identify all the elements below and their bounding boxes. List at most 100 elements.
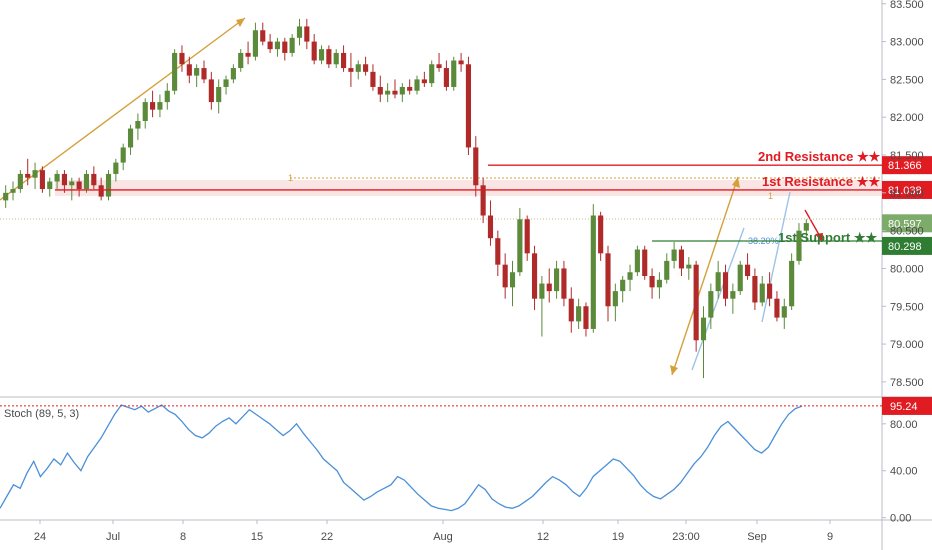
candle (370, 64, 376, 91)
candle (509, 260, 516, 307)
candle (737, 260, 743, 295)
last-price-tag[interactable] (882, 214, 932, 233)
price-axis[interactable]: 83.500 83.000 82.500 82.000 81.500 81.000 80.5… (882, 0, 924, 389)
price-tick-label: 82.000 (890, 112, 924, 124)
candle (473, 136, 479, 197)
candle (407, 79, 413, 95)
candle-layer (3, 18, 809, 379)
candle (664, 253, 670, 284)
candle (150, 90, 156, 118)
candle (465, 56, 472, 156)
candle (568, 287, 574, 333)
candle (708, 283, 714, 329)
level-price-tag[interactable] (882, 156, 932, 175)
candle (781, 298, 787, 329)
time-tick-label: 19 (612, 531, 624, 543)
candle (69, 177, 75, 201)
candle (789, 253, 795, 311)
candle (539, 276, 545, 337)
stoch-axis[interactable]: 80.00 40.00 0.00 (882, 419, 918, 525)
fib-leg-1 (691, 227, 745, 371)
time-tick-label: 8 (180, 531, 186, 543)
candle (76, 177, 82, 197)
price-tick-label: 81.000 (890, 188, 924, 200)
candle (17, 170, 23, 193)
stoch-last-tag[interactable] (882, 396, 932, 415)
candle (693, 260, 699, 352)
candle (135, 113, 141, 140)
candle (656, 272, 662, 299)
time-tick-label: 24 (34, 531, 46, 543)
candle (216, 79, 222, 114)
level-price-tag[interactable] (882, 180, 932, 199)
time-axis[interactable]: 24 Jul 8 15 22 Aug 12 19 23:00 Sep 9 (34, 520, 833, 543)
candle (10, 181, 16, 201)
candle (642, 245, 648, 280)
candle (252, 22, 258, 61)
candle (524, 215, 530, 261)
candle (561, 260, 567, 307)
stoch-tick-label: 0.00 (890, 513, 911, 525)
time-tick-label: 23:00 (672, 531, 700, 543)
price-tick-label: 78.500 (890, 377, 924, 389)
candle (700, 306, 707, 379)
candle (583, 302, 589, 337)
candle (458, 52, 464, 72)
candle (546, 268, 552, 303)
candle (722, 264, 729, 307)
level-name: 1st Support ★★ (778, 230, 877, 245)
candle (744, 253, 751, 280)
time-tick-label: 12 (537, 531, 549, 543)
price-tick-label: 83.000 (890, 37, 924, 49)
level-support: 1st Support ★★ 80.298 (778, 230, 932, 255)
candle (157, 94, 163, 118)
fib-marker-right: 1 (768, 191, 773, 201)
candle (194, 64, 200, 87)
candle (25, 158, 31, 186)
candle (612, 283, 618, 322)
level-price-tag-text: 81.038 (888, 185, 922, 197)
stoch-label: Stoch (89, 5, 3) (4, 408, 79, 420)
candle (245, 41, 251, 65)
candle (230, 64, 236, 84)
price-tick-label: 83.500 (890, 0, 924, 11)
stoch-last-tag-text: 95.24 (890, 401, 918, 413)
candle (311, 34, 317, 65)
last-price-tag-text: 80.597 (888, 218, 922, 230)
candle (260, 22, 266, 46)
candle (480, 177, 486, 224)
level-price-tag[interactable] (882, 236, 932, 255)
candle (414, 75, 420, 95)
candle (392, 79, 398, 99)
level-name: 2nd Resistance ★★ (758, 149, 881, 164)
time-tick-label: Jul (106, 531, 120, 543)
candle (83, 170, 90, 193)
trend-arrow-up-1 (0, 17, 246, 201)
candle (201, 60, 207, 84)
candle (142, 98, 148, 129)
candle (54, 170, 60, 190)
price-tick-label: 82.500 (890, 74, 924, 86)
candle (289, 34, 295, 57)
stoch-tick-label: 80.00 (890, 419, 918, 431)
level-resistance: 1st Resistance ★★ 81.038 (55, 174, 932, 199)
trend-arrowhead-2b (670, 365, 678, 375)
candle (627, 264, 633, 292)
resistance-zone (55, 180, 882, 196)
candle (803, 219, 809, 242)
fib-leg-2 (761, 191, 791, 323)
candle (730, 283, 736, 314)
candle (605, 245, 611, 322)
candle (340, 45, 347, 72)
candle (686, 257, 692, 280)
candle (61, 170, 68, 193)
candle (517, 207, 523, 277)
candle (576, 298, 582, 329)
candle (282, 37, 288, 61)
stoch-pane: Stoch (89, 5, 3) 95.24 (0, 396, 932, 512)
price-tick-label: 80.000 (890, 263, 924, 275)
candle (671, 241, 677, 269)
candle (495, 230, 501, 277)
